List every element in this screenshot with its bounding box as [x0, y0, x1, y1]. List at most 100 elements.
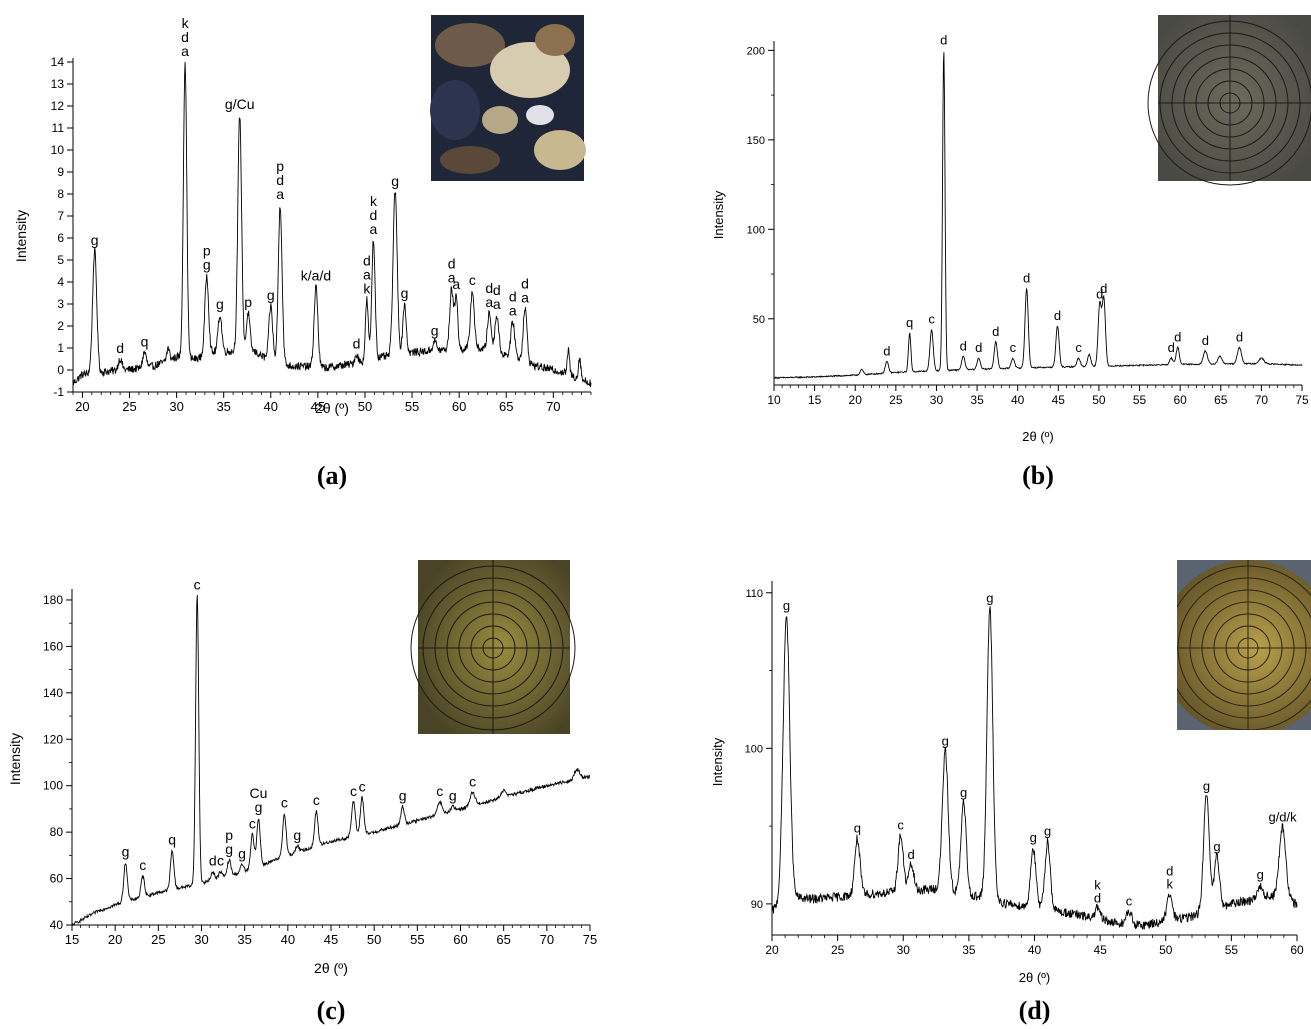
- x-tick-label: 25: [889, 393, 903, 407]
- panel-caption: (d): [1019, 996, 1051, 1025]
- peak-label: c: [469, 272, 476, 288]
- x-tick-label: 25: [831, 943, 845, 957]
- peak-label: g: [267, 287, 275, 303]
- x-tick-label: 65: [499, 399, 513, 414]
- x-tick-label: 55: [405, 399, 419, 414]
- peak-label: g: [449, 788, 457, 804]
- x-tick-label: 30: [897, 943, 911, 957]
- peak-label: d: [1168, 340, 1175, 355]
- peak-label: g: [122, 843, 130, 859]
- x-tick-label: 45: [324, 932, 338, 947]
- x-tick-label: 70: [546, 399, 560, 414]
- y-axis-label: Intensity: [710, 737, 725, 786]
- peak-label: c: [897, 817, 904, 832]
- x-axis-label: 2θ (º): [1022, 429, 1053, 444]
- peak-label: d: [1096, 286, 1103, 301]
- x-tick-label: 35: [962, 943, 976, 957]
- y-tick-label: 5: [57, 253, 64, 267]
- peak-label: g: [91, 232, 99, 248]
- y-tick-label: 11: [52, 121, 65, 135]
- peak-label: c: [359, 778, 366, 794]
- peak-label: g: [1257, 867, 1264, 882]
- x-tick-label: 55: [410, 932, 424, 947]
- peak-label: p: [244, 294, 252, 310]
- peak-label: g: [960, 785, 967, 800]
- x-tick-label: 30: [930, 393, 944, 407]
- x-tick-label: 30: [194, 932, 208, 947]
- x-tick-label: 75: [583, 932, 597, 947]
- y-tick-label: 100: [43, 779, 63, 793]
- x-tick-label: 65: [1214, 393, 1228, 407]
- peak-label: d: [1100, 281, 1107, 296]
- y-tick-label: 12: [51, 99, 65, 113]
- x-tick-label: 45: [1093, 943, 1107, 957]
- y-tick-label: 150: [747, 135, 765, 147]
- sample-photo-c: [410, 560, 576, 734]
- x-tick-label: 55: [1225, 943, 1239, 957]
- xrd-trace: [72, 61, 592, 387]
- y-tick-label: 120: [43, 732, 63, 746]
- peak-label: g: [431, 322, 439, 338]
- y-tick-label: 7: [57, 209, 64, 223]
- y-tick-label: 0: [57, 363, 64, 377]
- sample-photo-a: [430, 15, 586, 181]
- y-axis-label: Intensity: [711, 190, 726, 239]
- y-tick-label: 60: [50, 872, 64, 886]
- peak-label: c: [217, 853, 224, 869]
- peak-label: g/d/k: [1268, 810, 1297, 825]
- peak-label: q: [906, 315, 913, 330]
- peak-label: g: [401, 285, 409, 301]
- y-tick-label: 160: [43, 639, 63, 653]
- peak-label: d: [1023, 270, 1030, 285]
- x-tick-label: 20: [75, 399, 89, 414]
- x-tick-label: 70: [540, 932, 554, 947]
- x-tick-label: 50: [1092, 393, 1106, 407]
- x-tick-label: 20: [849, 393, 863, 407]
- peak-label: d: [116, 340, 124, 356]
- x-tick-label: 40: [1028, 943, 1042, 957]
- peak-label: c: [313, 792, 320, 808]
- panel-caption: (c): [317, 996, 346, 1025]
- x-tick-label: 25: [122, 399, 136, 414]
- peak-label: c: [469, 774, 476, 790]
- x-tick-label: 35: [216, 399, 230, 414]
- peak-label: q: [141, 333, 149, 349]
- peak-label: d: [883, 344, 890, 359]
- y-tick-label: 110: [745, 588, 763, 600]
- peak-label: g: [986, 590, 993, 605]
- x-tick-label: 60: [1290, 943, 1304, 957]
- x-tick-label: 20: [108, 932, 122, 947]
- xrd-trace: [771, 606, 1298, 930]
- y-axis-label: Intensity: [7, 733, 23, 785]
- xrd-panel-c: 15 20 25 30 35 40 45 50 55 60 65 70 75 40 60 80 100 120 14…: [7, 576, 597, 1025]
- y-tick-label: 3: [57, 297, 64, 311]
- peak-label: g: [783, 598, 790, 613]
- peak-label: d: [1054, 308, 1061, 323]
- peak-label: d: [209, 853, 217, 869]
- xrd-trace: [773, 52, 1303, 380]
- x-tick-label: 50: [367, 932, 381, 947]
- y-tick-label: 40: [50, 918, 64, 932]
- y-tick-label: 9: [57, 165, 64, 179]
- y-tick-label: 50: [753, 314, 765, 326]
- y-tick-label: 100: [745, 743, 763, 755]
- xrd-panel-d: 20 25 30 35 40 45 50 55 60 90 100 110 2θ (º) Intensit…: [710, 581, 1304, 1025]
- x-tick-label: 45: [311, 399, 325, 414]
- peak-label: g: [1030, 830, 1037, 845]
- x-tick-label: 70: [1255, 393, 1269, 407]
- x-tick-label: 40: [281, 932, 295, 947]
- peak-label: g: [1213, 839, 1220, 854]
- x-tick-label: 20: [765, 943, 779, 957]
- x-tick-label: 50: [358, 399, 372, 414]
- peak-label: g: [399, 788, 407, 804]
- peak-label: d: [908, 847, 915, 862]
- panel-caption: (a): [317, 461, 347, 490]
